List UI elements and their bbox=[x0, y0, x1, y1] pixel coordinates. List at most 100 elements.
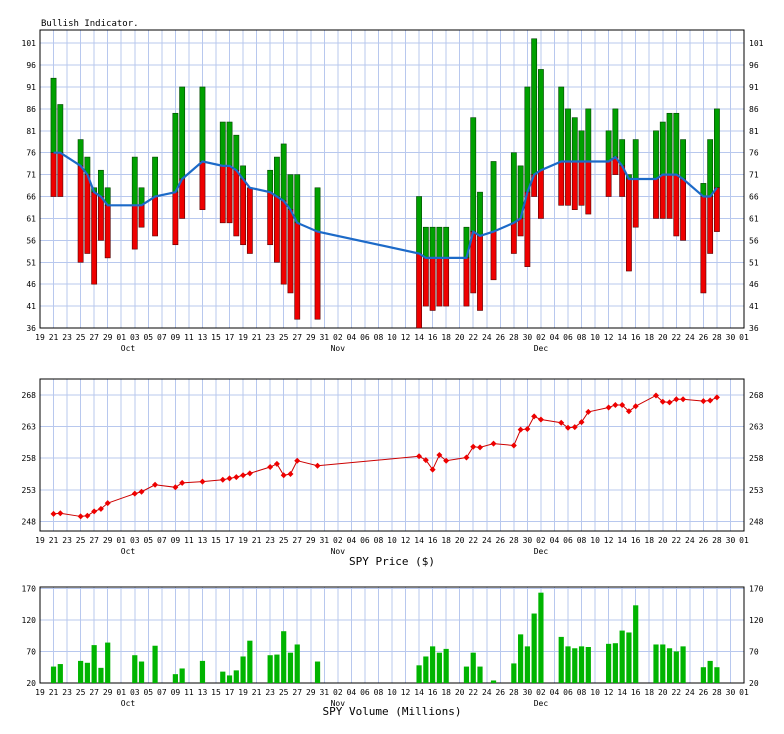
indicator-bar-lower bbox=[84, 174, 91, 254]
volume-x-tick-label: 18 bbox=[644, 688, 654, 697]
volume-x-tick-label: 06 bbox=[563, 688, 573, 697]
volume-x-tick-label: 31 bbox=[319, 688, 329, 697]
price-point bbox=[537, 416, 544, 423]
price-x-tick-label: 03 bbox=[130, 536, 140, 545]
indicator-bar-lower bbox=[714, 187, 720, 232]
price-x-tick-label: 14 bbox=[414, 536, 424, 545]
price-x-tick-label: 17 bbox=[225, 536, 235, 545]
volume-bar bbox=[538, 592, 544, 683]
indicator-y-tick-label-right: 86 bbox=[749, 105, 759, 114]
indicator-bar-lower bbox=[57, 152, 64, 197]
volume-month-label: Oct bbox=[121, 699, 136, 708]
indicator-bar-upper bbox=[531, 38, 538, 175]
price-y-tick-label-right: 253 bbox=[749, 486, 764, 495]
volume-bar bbox=[578, 646, 585, 683]
price-x-tick-label: 16 bbox=[428, 536, 438, 545]
price-line bbox=[53, 394, 718, 517]
volume-bar bbox=[423, 656, 429, 683]
indicator-y-tick-label-left: 61 bbox=[26, 214, 36, 223]
indicator-x-tick-label: 30 bbox=[726, 333, 736, 342]
volume-x-tick-label: 03 bbox=[130, 688, 140, 697]
volume-x-tick-label: 11 bbox=[184, 688, 194, 697]
volume-x-tick-label: 04 bbox=[347, 688, 357, 697]
indicator-x-tick-label: 27 bbox=[89, 333, 99, 342]
indicator-bar-lower bbox=[632, 178, 639, 228]
indicator-bar-upper bbox=[673, 112, 680, 175]
indicator-x-tick-label: 26 bbox=[699, 333, 709, 342]
price-point bbox=[713, 394, 720, 401]
indicator-x-tick-label: 18 bbox=[441, 333, 451, 342]
price-x-tick-label: 01 bbox=[116, 536, 126, 545]
indicator-month-label: Nov bbox=[331, 344, 346, 353]
price-x-tick-label: 16 bbox=[631, 536, 641, 545]
price-x-tick-label: 06 bbox=[360, 536, 370, 545]
indicator-x-tick-label: 22 bbox=[671, 333, 681, 342]
price-point bbox=[463, 454, 470, 461]
indicator-x-tick-label: 08 bbox=[577, 333, 587, 342]
price-point bbox=[287, 471, 294, 477]
price-x-tick-label: 08 bbox=[374, 536, 384, 545]
price-point bbox=[273, 460, 280, 467]
volume-bar bbox=[470, 652, 476, 683]
indicator-bar-lower bbox=[585, 161, 592, 215]
indicator-x-tick-label: 11 bbox=[184, 333, 194, 342]
volume-bar bbox=[57, 664, 63, 683]
price-x-tick-label: 23 bbox=[265, 536, 275, 545]
price-point bbox=[104, 500, 111, 507]
indicator-bar-upper bbox=[436, 226, 443, 259]
volume-month-label: Nov bbox=[331, 699, 346, 708]
price-y-tick-label-left: 268 bbox=[22, 391, 37, 400]
indicator-x-tick-label: 14 bbox=[617, 333, 627, 342]
price-point bbox=[429, 466, 436, 473]
indicator-bar-upper bbox=[571, 117, 578, 162]
price-x-tick-label: 06 bbox=[563, 536, 573, 545]
price-point bbox=[680, 396, 687, 403]
price-x-tick-label: 30 bbox=[726, 536, 736, 545]
volume-bar bbox=[240, 656, 246, 683]
price-point bbox=[50, 510, 57, 517]
volume-bar bbox=[50, 666, 57, 683]
volume-y-tick-label-right: 20 bbox=[749, 679, 759, 688]
price-point bbox=[470, 443, 477, 450]
price-x-tick-label: 08 bbox=[577, 536, 587, 545]
volume-y-tick-label-right: 70 bbox=[749, 647, 759, 656]
price-point bbox=[666, 399, 673, 406]
price-point bbox=[510, 442, 517, 449]
volume-bar bbox=[463, 666, 470, 683]
price-point bbox=[659, 398, 666, 405]
indicator-bar-lower bbox=[416, 253, 422, 329]
indicator-bar-lower bbox=[707, 196, 714, 254]
indicator-x-tick-label: 06 bbox=[563, 333, 573, 342]
indicator-bar-upper bbox=[199, 86, 206, 162]
volume-x-tick-label: 13 bbox=[198, 688, 208, 697]
indicator-x-tick-label: 15 bbox=[211, 333, 221, 342]
indicator-x-tick-label: 19 bbox=[238, 333, 248, 342]
price-point bbox=[280, 472, 287, 479]
indicator-month-label: Dec bbox=[534, 344, 549, 353]
volume-bar bbox=[511, 663, 517, 683]
indicator-bar-upper bbox=[714, 108, 720, 189]
volume-x-tick-label: 12 bbox=[401, 688, 411, 697]
price-point bbox=[578, 419, 585, 426]
volume-x-tick-label: 19 bbox=[35, 688, 45, 697]
price-x-tick-label: 25 bbox=[279, 536, 289, 545]
price-x-tick-label: 22 bbox=[671, 536, 681, 545]
indicator-x-tick-label: 16 bbox=[631, 333, 641, 342]
volume-bar bbox=[707, 660, 713, 683]
indicator-x-tick-label: 21 bbox=[49, 333, 59, 342]
price-x-tick-label: 18 bbox=[441, 536, 451, 545]
price-x-tick-label: 12 bbox=[401, 536, 411, 545]
indicator-bar-lower bbox=[565, 161, 571, 206]
indicator-bar-upper bbox=[138, 187, 145, 206]
indicator-bar-lower bbox=[659, 174, 666, 219]
volume-x-tick-label: 10 bbox=[590, 688, 600, 697]
indicator-bar-upper bbox=[314, 187, 321, 232]
indicator-bar-upper bbox=[219, 121, 226, 167]
indicator-bar-upper bbox=[605, 130, 612, 162]
price-x-tick-label: 02 bbox=[536, 536, 546, 545]
indicator-bar-lower bbox=[77, 165, 84, 263]
price-x-tick-label: 10 bbox=[590, 536, 600, 545]
indicator-y-tick-label-right: 76 bbox=[749, 149, 759, 158]
price-point bbox=[422, 457, 429, 464]
indicator-y-tick-label-left: 86 bbox=[26, 105, 36, 114]
